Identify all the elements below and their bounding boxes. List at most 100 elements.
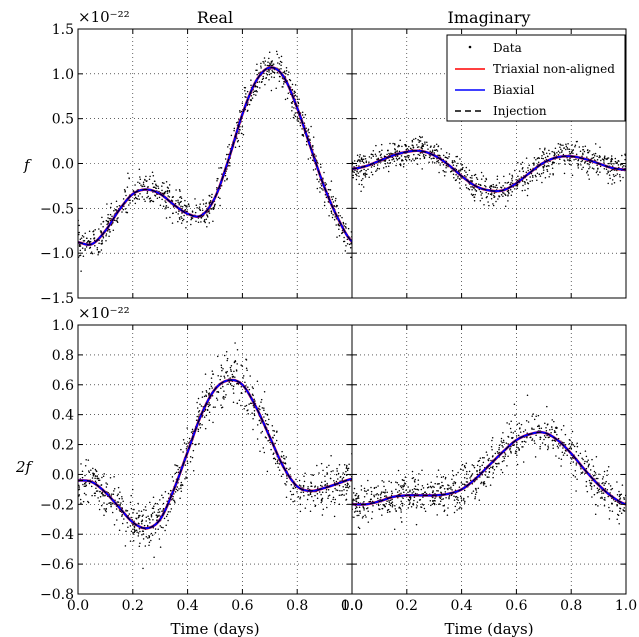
- data-point: [430, 481, 432, 484]
- series-line-injection: [78, 66, 352, 246]
- data-point: [115, 219, 117, 222]
- data-point: [90, 485, 93, 488]
- data-point: [168, 196, 171, 198]
- data-point: [551, 161, 554, 163]
- data-point: [311, 146, 314, 148]
- data-point: [285, 67, 288, 69]
- data-point: [574, 469, 577, 472]
- data-point: [175, 211, 177, 214]
- data-point: [388, 152, 390, 155]
- data-point: [455, 495, 458, 498]
- data-point: [271, 70, 274, 73]
- data-point: [515, 435, 518, 437]
- data-point: [181, 217, 183, 220]
- data-point: [475, 176, 478, 179]
- data-point: [247, 409, 249, 411]
- data-point: [402, 497, 404, 500]
- data-point: [280, 61, 283, 63]
- data-point: [370, 153, 373, 156]
- data-point: [479, 190, 482, 193]
- data-point: [518, 448, 520, 450]
- data-point: [268, 418, 270, 421]
- data-point: [263, 390, 266, 393]
- data-point: [541, 442, 544, 444]
- data-point: [120, 502, 122, 504]
- data-point: [597, 174, 599, 176]
- data-point: [339, 476, 342, 478]
- data-point: [161, 510, 163, 512]
- data-point: [109, 231, 111, 233]
- data-point: [400, 486, 403, 489]
- data-point: [386, 511, 389, 514]
- data-point: [537, 414, 540, 417]
- data-point: [573, 158, 575, 161]
- data-point: [252, 428, 254, 431]
- data-point: [386, 500, 388, 503]
- data-point: [129, 525, 132, 527]
- data-point: [501, 460, 504, 463]
- data-point: [389, 504, 392, 507]
- data-point: [80, 463, 82, 465]
- data-point: [100, 231, 102, 234]
- data-point: [346, 484, 348, 487]
- data-point: [565, 143, 567, 145]
- data-point: [357, 159, 359, 161]
- data-point: [580, 468, 582, 470]
- data-point: [228, 161, 231, 164]
- data-point: [577, 159, 579, 162]
- data-point: [534, 442, 536, 444]
- data-point: [458, 182, 461, 184]
- data-point: [384, 491, 386, 493]
- data-point: [616, 493, 619, 496]
- data-point: [562, 144, 564, 146]
- data-point: [328, 215, 330, 217]
- data-point: [407, 498, 410, 501]
- data-point: [131, 488, 134, 491]
- data-point: [344, 483, 347, 486]
- data-point: [411, 470, 414, 473]
- data-point: [539, 438, 541, 441]
- data-point: [263, 407, 265, 409]
- data-point: [593, 470, 596, 473]
- data-point: [108, 217, 111, 220]
- data-point: [92, 230, 94, 233]
- data-point: [536, 172, 539, 174]
- data-point: [445, 171, 447, 173]
- data-point: [121, 211, 123, 213]
- data-point: [93, 237, 95, 240]
- data-point: [402, 159, 404, 162]
- data-point: [289, 490, 292, 493]
- data-point: [178, 189, 181, 191]
- data-point: [548, 175, 550, 178]
- data-point: [94, 229, 96, 231]
- data-point: [84, 474, 86, 477]
- data-point: [98, 228, 100, 230]
- data-point: [532, 176, 534, 178]
- data-point: [457, 496, 459, 499]
- data-point: [389, 153, 391, 156]
- data-point: [345, 223, 347, 225]
- data-point: [598, 491, 600, 493]
- data-point: [304, 472, 306, 475]
- data-point: [311, 473, 313, 476]
- data-point: [345, 470, 347, 473]
- data-point: [372, 150, 375, 152]
- data-point: [258, 81, 261, 83]
- data-point: [460, 507, 463, 509]
- data-point: [434, 482, 436, 485]
- data-point: [87, 459, 90, 461]
- data-point: [255, 94, 257, 96]
- data-point: [463, 477, 466, 479]
- data-point: [347, 486, 350, 489]
- data-point: [341, 478, 344, 480]
- x-tick-label: 0.2: [122, 598, 144, 614]
- data-point: [358, 156, 361, 158]
- data-point: [605, 480, 607, 483]
- data-point: [429, 500, 432, 502]
- data-point: [168, 189, 171, 192]
- data-point: [618, 173, 621, 176]
- data-point: [339, 489, 341, 492]
- data-point: [426, 144, 429, 147]
- data-point: [94, 245, 96, 247]
- data-point: [267, 61, 269, 63]
